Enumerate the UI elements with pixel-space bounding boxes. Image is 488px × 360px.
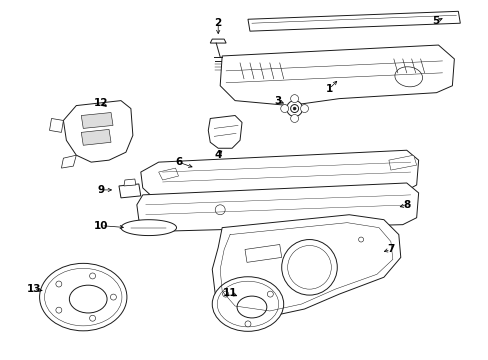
Circle shape (244, 321, 250, 327)
Circle shape (89, 315, 95, 321)
Polygon shape (137, 183, 418, 231)
Text: 10: 10 (94, 221, 108, 231)
Text: 1: 1 (325, 84, 332, 94)
Ellipse shape (394, 67, 422, 87)
Polygon shape (210, 39, 225, 43)
Polygon shape (49, 118, 63, 132)
Polygon shape (244, 244, 281, 262)
Polygon shape (141, 150, 418, 200)
Polygon shape (212, 215, 400, 317)
Circle shape (290, 95, 298, 103)
Ellipse shape (44, 268, 122, 326)
Circle shape (292, 107, 296, 110)
Text: 13: 13 (26, 284, 41, 294)
Circle shape (56, 281, 61, 287)
Ellipse shape (40, 264, 127, 331)
Polygon shape (121, 220, 176, 235)
Circle shape (281, 239, 337, 295)
Polygon shape (220, 45, 453, 105)
Circle shape (110, 294, 116, 300)
Polygon shape (119, 184, 141, 198)
Ellipse shape (212, 277, 283, 331)
Text: 3: 3 (274, 96, 281, 105)
Polygon shape (208, 116, 242, 148)
Text: 7: 7 (386, 244, 394, 255)
Circle shape (222, 291, 228, 297)
Circle shape (290, 105, 298, 113)
Circle shape (267, 291, 273, 297)
Polygon shape (247, 11, 459, 31)
Circle shape (286, 100, 302, 117)
Polygon shape (81, 129, 111, 145)
Text: 11: 11 (223, 288, 237, 298)
Circle shape (358, 237, 363, 242)
Text: 6: 6 (175, 157, 182, 167)
Circle shape (89, 273, 95, 279)
Text: 4: 4 (214, 150, 222, 160)
Polygon shape (123, 179, 136, 186)
Polygon shape (61, 155, 76, 168)
Circle shape (287, 246, 331, 289)
Ellipse shape (217, 281, 278, 327)
Polygon shape (388, 155, 416, 170)
Text: 12: 12 (94, 98, 108, 108)
Circle shape (300, 105, 308, 113)
Circle shape (215, 205, 224, 215)
Polygon shape (81, 113, 113, 129)
Ellipse shape (237, 296, 266, 318)
Ellipse shape (69, 285, 107, 313)
Polygon shape (158, 168, 178, 180)
Polygon shape (63, 100, 133, 162)
Text: 9: 9 (97, 185, 104, 195)
Text: 8: 8 (402, 200, 409, 210)
Circle shape (280, 105, 288, 113)
Circle shape (290, 114, 298, 122)
Text: 2: 2 (214, 18, 222, 28)
Text: 5: 5 (431, 16, 438, 26)
Circle shape (56, 307, 61, 313)
